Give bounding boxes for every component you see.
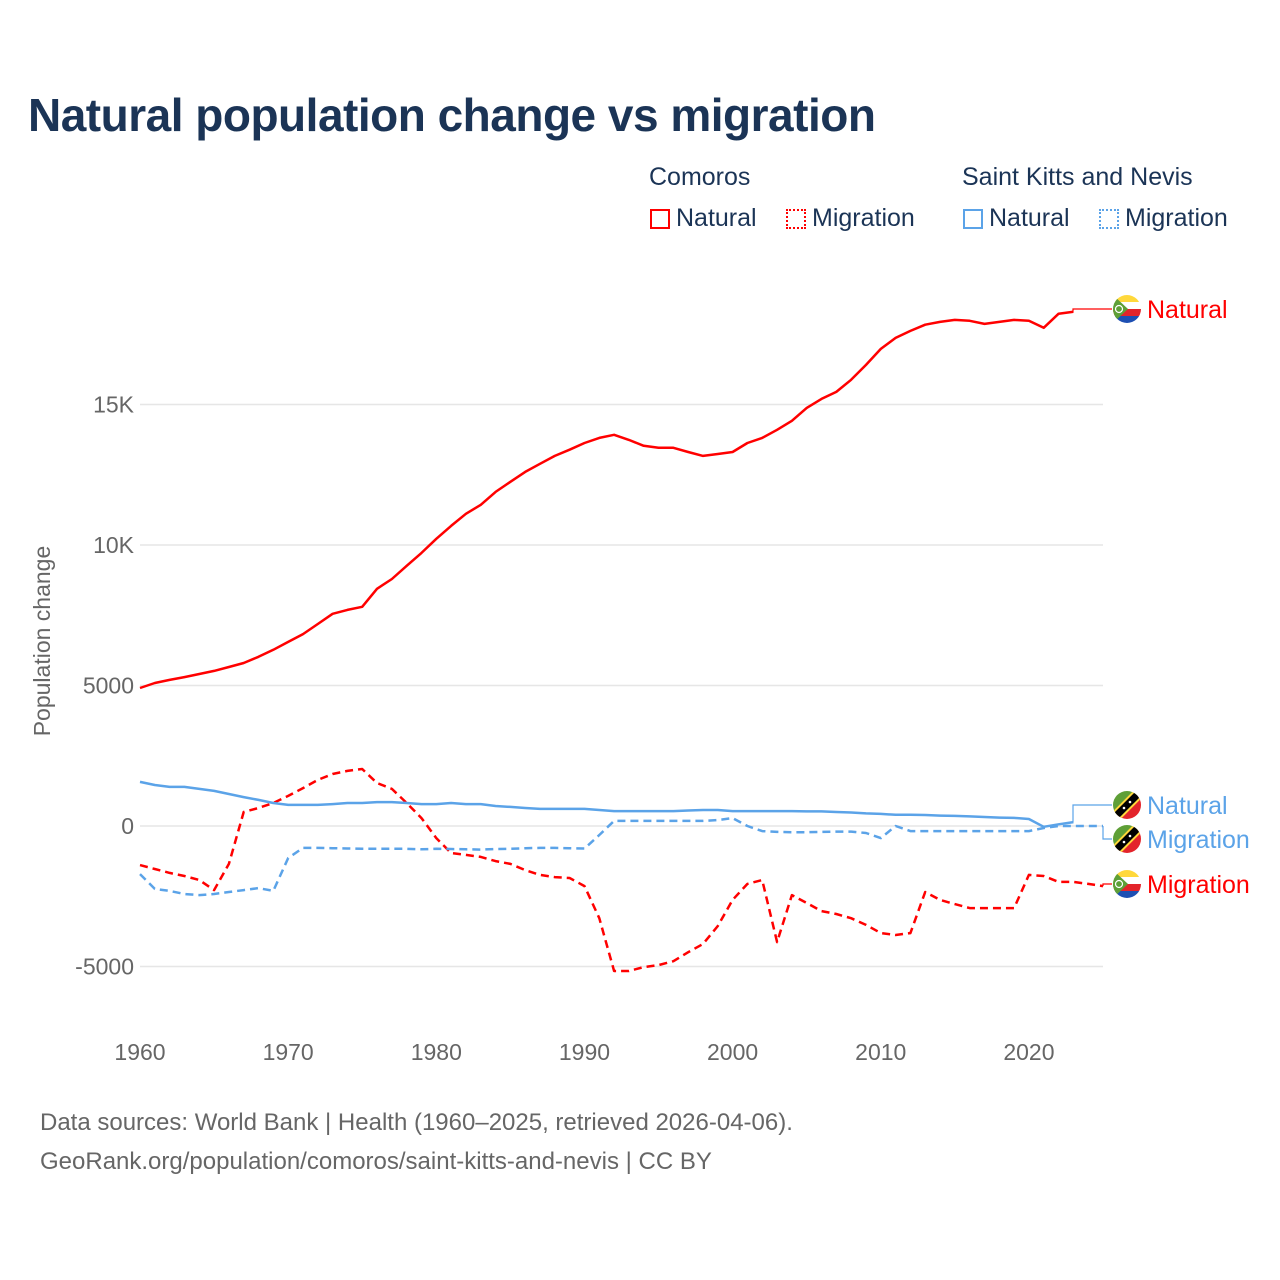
y-tick-label: -5000 xyxy=(75,954,134,980)
legend-label: Migration xyxy=(812,204,915,232)
end-label-connector xyxy=(1102,883,1112,887)
x-tick-label: 1960 xyxy=(114,1039,165,1065)
chart-title: Natural population change vs migration xyxy=(28,89,876,141)
x-tick-label: 2020 xyxy=(1003,1039,1054,1065)
legend-item-skn-natural[interactable]: Natural xyxy=(963,204,1070,233)
y-tick-label: 0 xyxy=(121,813,134,839)
comoros-flag-icon xyxy=(1113,870,1141,898)
end-label-connector xyxy=(1102,826,1112,840)
legend-swatch-solid-red xyxy=(650,208,670,229)
legend-item-skn-migration[interactable]: Migration xyxy=(1099,204,1228,233)
legend-label: Migration xyxy=(1125,204,1228,232)
y-tick-label: 5000 xyxy=(83,673,134,699)
x-tick-label: 2010 xyxy=(855,1039,906,1065)
footer-sources: Data sources: World Bank | Health (1960–… xyxy=(40,1109,793,1136)
legend-item-comoros-natural[interactable]: Natural xyxy=(650,204,757,233)
series-line-comoros-natural[interactable] xyxy=(139,310,1074,690)
saint-kitts-and-nevis-flag-icon xyxy=(1113,825,1141,853)
legend-swatch-dotted-red xyxy=(786,208,806,229)
x-tick-label: 1970 xyxy=(263,1039,314,1065)
legend-item-comoros-migration[interactable]: Migration xyxy=(786,204,915,233)
legend-label: Natural xyxy=(676,204,757,232)
footer-attribution: GeoRank.org/population/comoros/saint-kit… xyxy=(40,1148,712,1175)
y-tick-label: 15K xyxy=(93,392,135,418)
series-line-saint-kitts-and-nevis-natural[interactable] xyxy=(139,780,1074,829)
legend-group-saint-kitts-and-nevis: Saint Kitts and Nevis xyxy=(962,163,1193,191)
legend-group-comoros: Comoros xyxy=(649,163,751,191)
end-label-connector xyxy=(1072,308,1112,313)
end-label-connector xyxy=(1072,804,1112,823)
end-label: Natural xyxy=(1147,296,1228,324)
x-tick-label: 1980 xyxy=(411,1039,462,1065)
saint-kitts-and-nevis-flag-icon xyxy=(1113,791,1141,819)
end-label: Migration xyxy=(1147,871,1250,899)
y-axis-title: Population change xyxy=(29,546,55,737)
legend-swatch-dotted-blue xyxy=(1099,208,1119,229)
x-tick-label: 1990 xyxy=(559,1039,610,1065)
series-line-saint-kitts-and-nevis-migration[interactable] xyxy=(139,816,1103,897)
end-label: Natural xyxy=(1147,792,1228,820)
x-tick-label: 2000 xyxy=(707,1039,758,1065)
y-tick-label: 10K xyxy=(93,532,135,558)
series-line-comoros-migration[interactable] xyxy=(139,767,1104,973)
comoros-flag-icon xyxy=(1113,295,1141,323)
end-label: Migration xyxy=(1147,826,1250,854)
legend-swatch-solid-blue xyxy=(963,208,983,229)
legend-label: Natural xyxy=(989,204,1070,232)
